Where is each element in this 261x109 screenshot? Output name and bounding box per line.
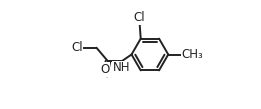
Text: NH: NH	[113, 61, 130, 74]
Text: Cl: Cl	[71, 41, 83, 54]
Text: O: O	[100, 63, 109, 76]
Text: Cl: Cl	[134, 11, 145, 24]
Text: CH₃: CH₃	[182, 48, 204, 61]
